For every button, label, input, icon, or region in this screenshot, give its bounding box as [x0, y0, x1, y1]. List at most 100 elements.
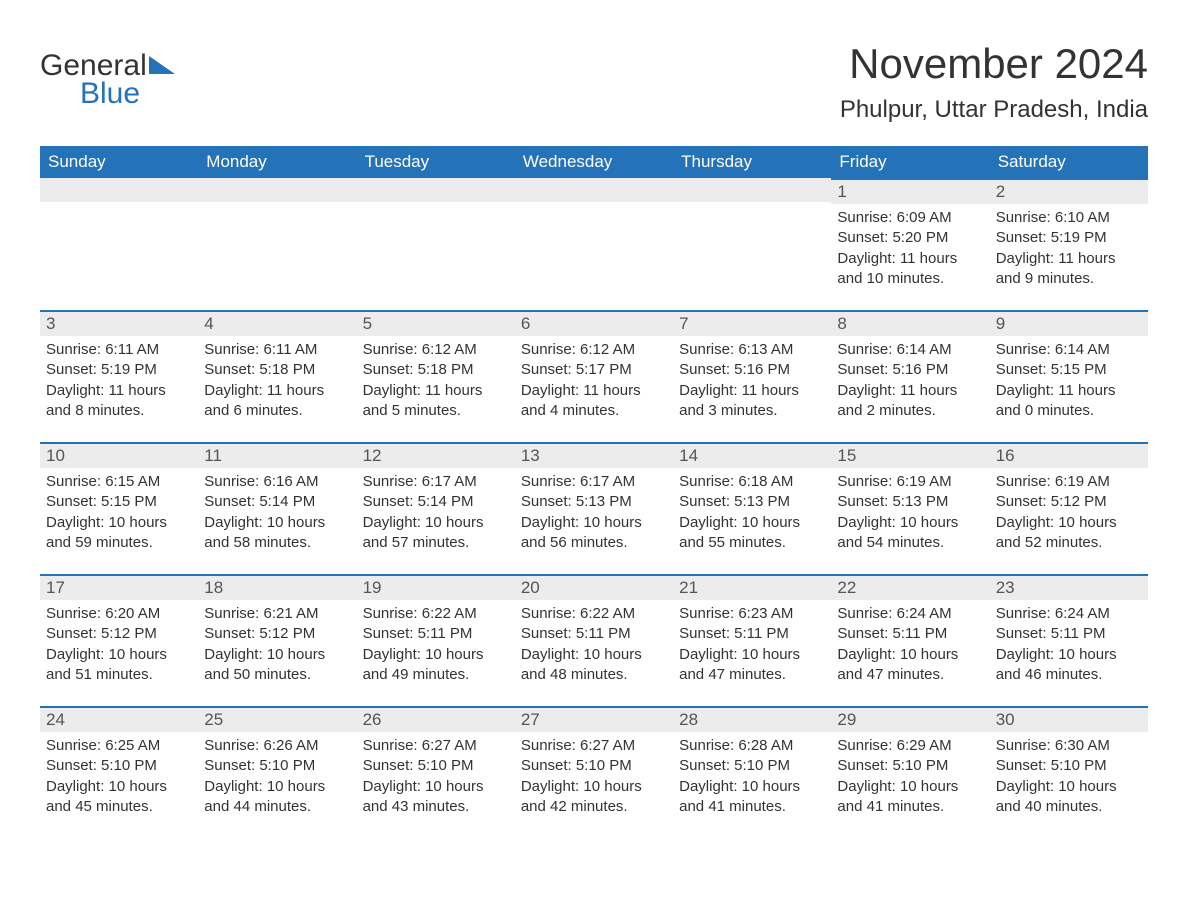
sunset-label: Sunset:	[837, 493, 892, 510]
day-number: 11	[198, 442, 356, 468]
daylight-label: Daylight:	[837, 778, 900, 795]
daylight-label: Daylight:	[521, 778, 584, 795]
day-number: 13	[515, 442, 673, 468]
sunset-value: 5:12 PM	[1051, 493, 1107, 510]
daylight-label: Daylight:	[996, 250, 1059, 267]
sunrise-label: Sunrise:	[46, 341, 105, 358]
calendar-empty-cell	[515, 178, 673, 310]
sunset-value: 5:10 PM	[101, 757, 157, 774]
sunset-value: 5:18 PM	[259, 361, 315, 378]
sunset-label: Sunset:	[521, 493, 576, 510]
sunset-value: 5:10 PM	[1051, 757, 1107, 774]
sunrise-value: 6:16 AM	[263, 473, 318, 490]
sunset-label: Sunset:	[996, 757, 1051, 774]
sunset-value: 5:10 PM	[734, 757, 790, 774]
sunset-label: Sunset:	[204, 625, 259, 642]
day-number: 25	[198, 706, 356, 732]
daylight-label: Daylight:	[996, 382, 1059, 399]
calendar-day-cell: 23Sunrise: 6:24 AMSunset: 5:11 PMDayligh…	[990, 574, 1148, 706]
sunset-value: 5:12 PM	[259, 625, 315, 642]
calendar-day-cell: 15Sunrise: 6:19 AMSunset: 5:13 PMDayligh…	[831, 442, 989, 574]
sunrise-value: 6:11 AM	[105, 341, 159, 358]
sunset-value: 5:14 PM	[259, 493, 315, 510]
calendar-day-cell: 20Sunrise: 6:22 AMSunset: 5:11 PMDayligh…	[515, 574, 673, 706]
sunrise-value: 6:17 AM	[422, 473, 477, 490]
calendar-day-cell: 28Sunrise: 6:28 AMSunset: 5:10 PMDayligh…	[673, 706, 831, 838]
sunrise-label: Sunrise:	[521, 341, 580, 358]
sunrise-label: Sunrise:	[363, 473, 422, 490]
sunrise-label: Sunrise:	[363, 605, 422, 622]
day-details: Sunrise: 6:12 AMSunset: 5:17 PMDaylight:…	[515, 336, 673, 427]
calendar-day-cell: 12Sunrise: 6:17 AMSunset: 5:14 PMDayligh…	[357, 442, 515, 574]
day-details: Sunrise: 6:19 AMSunset: 5:13 PMDaylight:…	[831, 468, 989, 559]
sunset-value: 5:11 PM	[576, 625, 631, 642]
sunrise-value: 6:25 AM	[105, 737, 160, 754]
sunrise-value: 6:12 AM	[422, 341, 477, 358]
day-number: 21	[673, 574, 831, 600]
sunrise-label: Sunrise:	[521, 605, 580, 622]
day-number: 19	[357, 574, 515, 600]
sunrise-value: 6:10 AM	[1055, 209, 1110, 226]
daylight-label: Daylight:	[837, 646, 900, 663]
day-number: 12	[357, 442, 515, 468]
sunrise-label: Sunrise:	[204, 737, 263, 754]
day-details: Sunrise: 6:24 AMSunset: 5:11 PMDaylight:…	[990, 600, 1148, 691]
calendar-empty-cell	[673, 178, 831, 310]
sunset-value: 5:17 PM	[576, 361, 632, 378]
sunrise-value: 6:29 AM	[897, 737, 952, 754]
sunrise-label: Sunrise:	[679, 341, 738, 358]
day-details: Sunrise: 6:24 AMSunset: 5:11 PMDaylight:…	[831, 600, 989, 691]
daylight-label: Daylight:	[679, 646, 742, 663]
day-details: Sunrise: 6:19 AMSunset: 5:12 PMDaylight:…	[990, 468, 1148, 559]
calendar-day-cell: 7Sunrise: 6:13 AMSunset: 5:16 PMDaylight…	[673, 310, 831, 442]
day-number: 24	[40, 706, 198, 732]
sunrise-label: Sunrise:	[679, 737, 738, 754]
day-details: Sunrise: 6:17 AMSunset: 5:14 PMDaylight:…	[357, 468, 515, 559]
sunset-label: Sunset:	[46, 361, 101, 378]
day-number: 27	[515, 706, 673, 732]
brand-triangle-icon	[149, 56, 175, 74]
sunset-value: 5:11 PM	[734, 625, 789, 642]
sunrise-value: 6:15 AM	[105, 473, 160, 490]
calendar-day-cell: 21Sunrise: 6:23 AMSunset: 5:11 PMDayligh…	[673, 574, 831, 706]
sunset-value: 5:13 PM	[576, 493, 632, 510]
brand-text: General Blue	[40, 50, 175, 109]
calendar-day-cell: 27Sunrise: 6:27 AMSunset: 5:10 PMDayligh…	[515, 706, 673, 838]
sunset-value: 5:10 PM	[576, 757, 632, 774]
day-number: 3	[40, 310, 198, 336]
day-number: 30	[990, 706, 1148, 732]
sunset-label: Sunset:	[521, 757, 576, 774]
day-details: Sunrise: 6:30 AMSunset: 5:10 PMDaylight:…	[990, 732, 1148, 823]
sunrise-value: 6:24 AM	[897, 605, 952, 622]
daylight-label: Daylight:	[46, 778, 109, 795]
calendar-day-cell: 4Sunrise: 6:11 AMSunset: 5:18 PMDaylight…	[198, 310, 356, 442]
day-number: 26	[357, 706, 515, 732]
sunrise-value: 6:30 AM	[1055, 737, 1110, 754]
day-details: Sunrise: 6:17 AMSunset: 5:13 PMDaylight:…	[515, 468, 673, 559]
sunset-label: Sunset:	[837, 229, 892, 246]
calendar-page: General Blue November 2024 Phulpur, Utta…	[0, 0, 1188, 898]
weekday-header: Wednesday	[515, 146, 673, 178]
daylight-label: Daylight:	[521, 382, 584, 399]
calendar-day-cell: 5Sunrise: 6:12 AMSunset: 5:18 PMDaylight…	[357, 310, 515, 442]
sunset-label: Sunset:	[837, 625, 892, 642]
day-details: Sunrise: 6:22 AMSunset: 5:11 PMDaylight:…	[357, 600, 515, 691]
day-number: 7	[673, 310, 831, 336]
calendar-week-row: 3Sunrise: 6:11 AMSunset: 5:19 PMDaylight…	[40, 310, 1148, 442]
day-number: 17	[40, 574, 198, 600]
daylight-label: Daylight:	[363, 646, 426, 663]
sunrise-label: Sunrise:	[204, 473, 263, 490]
calendar-day-cell: 26Sunrise: 6:27 AMSunset: 5:10 PMDayligh…	[357, 706, 515, 838]
calendar-week-row: 17Sunrise: 6:20 AMSunset: 5:12 PMDayligh…	[40, 574, 1148, 706]
daylight-label: Daylight:	[521, 646, 584, 663]
day-details: Sunrise: 6:14 AMSunset: 5:15 PMDaylight:…	[990, 336, 1148, 427]
daylight-label: Daylight:	[363, 514, 426, 531]
sunset-label: Sunset:	[837, 361, 892, 378]
daylight-label: Daylight:	[679, 382, 742, 399]
day-number: 2	[990, 178, 1148, 204]
weekday-header: Sunday	[40, 146, 198, 178]
sunset-value: 5:19 PM	[1051, 229, 1107, 246]
sunrise-value: 6:11 AM	[263, 341, 317, 358]
daylight-label: Daylight:	[996, 514, 1059, 531]
sunrise-label: Sunrise:	[679, 473, 738, 490]
